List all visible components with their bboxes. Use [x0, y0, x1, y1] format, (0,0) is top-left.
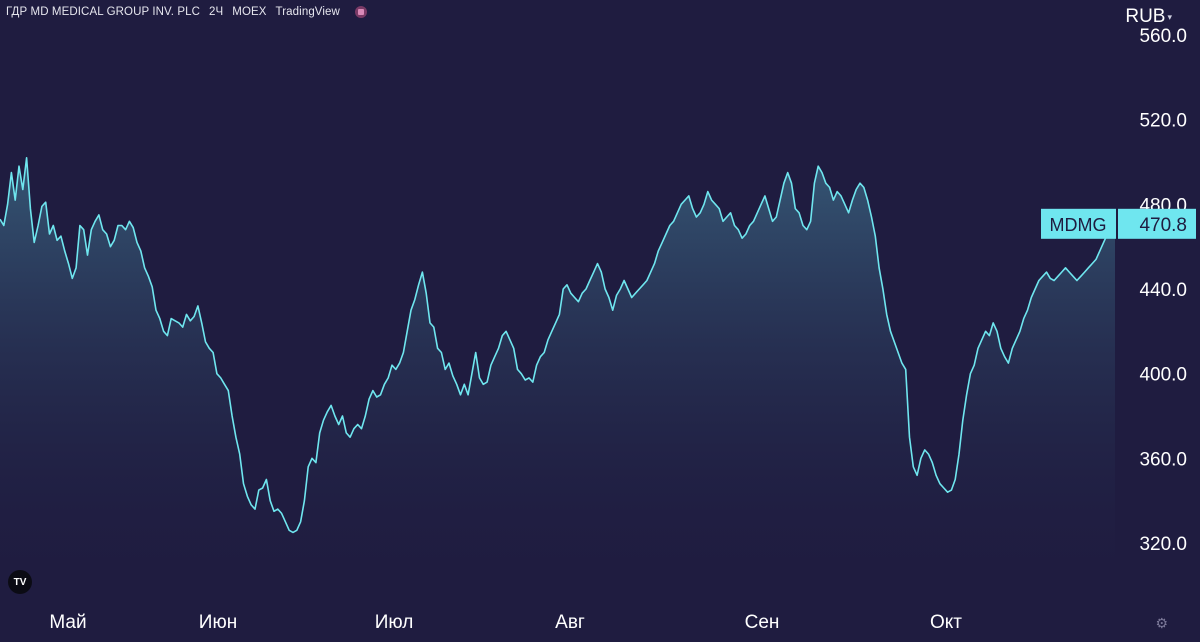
x-tick-label: Авг: [555, 612, 585, 633]
last-price-label: MDMG 470.8: [1041, 208, 1196, 239]
y-tick-label: 520.0: [1139, 111, 1187, 132]
y-tick-label: 320.0: [1139, 534, 1187, 555]
last-price-box: [1118, 208, 1196, 239]
y-tick-label: 360.0: [1139, 449, 1187, 470]
logo-text: TV: [13, 576, 27, 588]
x-tick-label: Окт: [930, 612, 962, 633]
x-tick-label: Сен: [745, 612, 780, 633]
indicator-icon[interactable]: [354, 6, 367, 18]
tradingview-logo-icon[interactable]: TV: [8, 570, 32, 594]
ticker-label-box: [1041, 208, 1116, 239]
last-price-text: 470.8: [1139, 215, 1187, 236]
chevron-down-icon: ▾: [1167, 11, 1172, 22]
y-tick-label: 440.0: [1139, 280, 1187, 301]
ticker-label-text: MDMG: [1050, 215, 1107, 235]
series-line-mdmg[interactable]: [0, 157, 1116, 534]
time-axis[interactable]: Май Июн Июл Авг Сен Окт: [49, 612, 962, 633]
plot-area[interactable]: [0, 157, 1116, 601]
x-tick-label: Май: [49, 612, 86, 633]
x-tick-label: Июн: [199, 612, 237, 633]
y-tick-label: 560.0: [1139, 26, 1187, 47]
gear-icon[interactable]: ⚙: [1155, 615, 1168, 631]
x-tick-label: Июл: [375, 612, 414, 633]
source-label: TradingView: [275, 6, 340, 18]
chart-header: ГДР MD MEDICAL GROUP INV. PLC 2Ч MOEX Tr…: [6, 6, 367, 18]
y-tick-label: 400.0: [1139, 365, 1187, 386]
currency-selector[interactable]: RUB ▾: [1125, 6, 1172, 28]
instrument-title[interactable]: ГДР MD MEDICAL GROUP INV. PLC: [6, 6, 201, 18]
currency-label: RUB: [1125, 6, 1166, 27]
exchange-label: MOEX: [232, 6, 267, 18]
series-area-fill: [0, 157, 1115, 601]
interval-label[interactable]: 2Ч: [209, 6, 224, 18]
